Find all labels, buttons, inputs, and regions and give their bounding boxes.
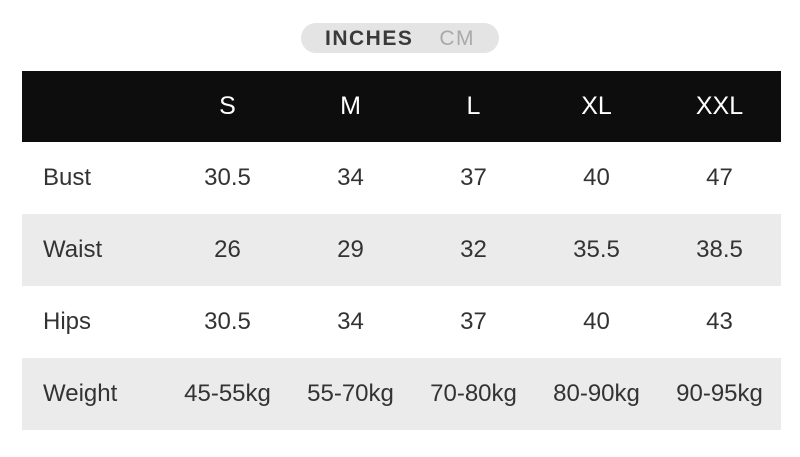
column-header-xxl: XXL — [695, 92, 744, 120]
cell-hips-s: 30.5 — [204, 308, 251, 335]
row-label-waist: Waist — [43, 236, 103, 263]
table-row-bust: Bust 30.5 34 37 40 47 — [22, 142, 781, 214]
row-label-bust: Bust — [43, 164, 92, 191]
row-label-weight: Weight — [43, 380, 118, 407]
size-chart-header-row: S M L XL XXL — [22, 71, 781, 142]
unit-toggle: INCHES CM — [300, 23, 500, 53]
cell-bust-l: 37 — [460, 164, 487, 191]
cell-weight-l: 70-80kg — [430, 380, 517, 407]
column-header-l: L — [466, 92, 481, 120]
cell-weight-m: 55-70kg — [307, 380, 394, 407]
row-label-hips: Hips — [43, 308, 92, 335]
table-row-weight: Weight 45-55kg 55-70kg 70-80kg 80-90kg 9… — [22, 358, 781, 430]
size-chart-table: S M L XL XXL Bust 30.5 34 37 40 47 Waist… — [22, 71, 781, 430]
cell-hips-l: 37 — [460, 308, 487, 335]
cell-waist-xxl: 38.5 — [696, 236, 743, 263]
cell-hips-m: 34 — [337, 308, 364, 335]
table-row-waist: Waist 26 29 32 35.5 38.5 — [22, 214, 781, 286]
size-chart-page: INCHES CM S M L XL XXL Bust 30.5 34 37 4… — [0, 0, 800, 430]
unit-toggle-container: INCHES CM — [0, 0, 800, 53]
cell-waist-m: 29 — [337, 236, 364, 263]
cell-waist-s: 26 — [214, 236, 241, 263]
cell-waist-l: 32 — [460, 236, 487, 263]
unit-cm-button[interactable]: CM — [439, 26, 476, 50]
header-spacer-cell — [22, 71, 166, 142]
table-row-hips: Hips 30.5 34 37 40 43 — [22, 286, 781, 358]
cell-bust-m: 34 — [337, 164, 364, 191]
cell-waist-xl: 35.5 — [573, 236, 620, 263]
cell-bust-xl: 40 — [583, 164, 610, 191]
column-header-s: S — [219, 92, 236, 120]
cell-hips-xxl: 43 — [706, 308, 733, 335]
column-header-xl: XL — [581, 92, 612, 120]
cell-weight-xxl: 90-95kg — [676, 380, 763, 407]
cell-weight-xl: 80-90kg — [553, 380, 640, 407]
cell-bust-s: 30.5 — [204, 164, 251, 191]
cell-bust-xxl: 47 — [706, 164, 733, 191]
unit-inches-button[interactable]: INCHES — [324, 26, 414, 50]
cell-weight-s: 45-55kg — [184, 380, 271, 407]
cell-hips-xl: 40 — [583, 308, 610, 335]
column-header-m: M — [340, 92, 361, 120]
